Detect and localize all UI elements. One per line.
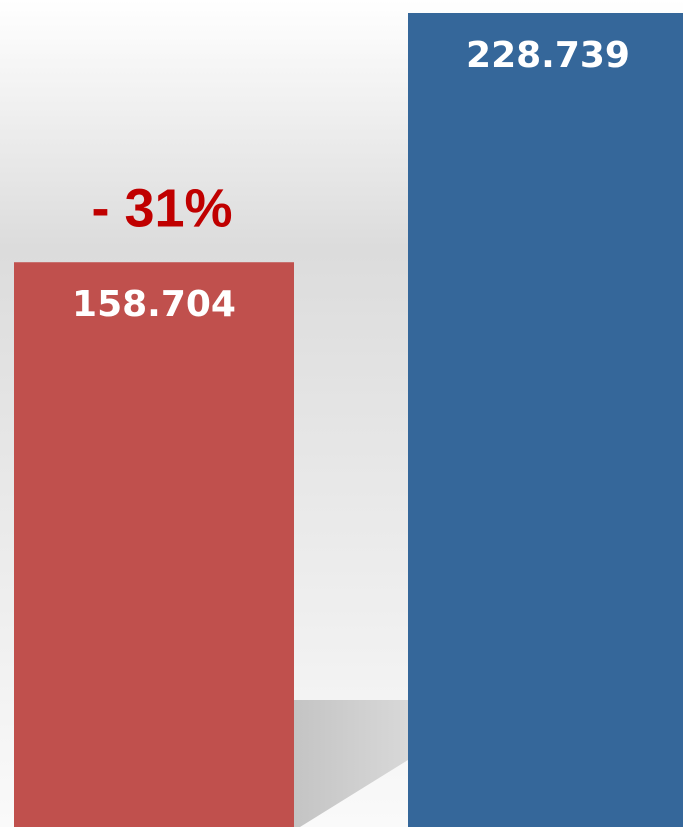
value-label: 158.704 — [72, 284, 236, 325]
shadow — [294, 700, 408, 827]
value-label: 228.739 — [466, 35, 630, 76]
bar — [14, 262, 294, 827]
annotation: - 31% — [91, 178, 232, 238]
bar — [408, 13, 683, 827]
bars: 158.704 228.739 - 31% — [14, 13, 683, 827]
